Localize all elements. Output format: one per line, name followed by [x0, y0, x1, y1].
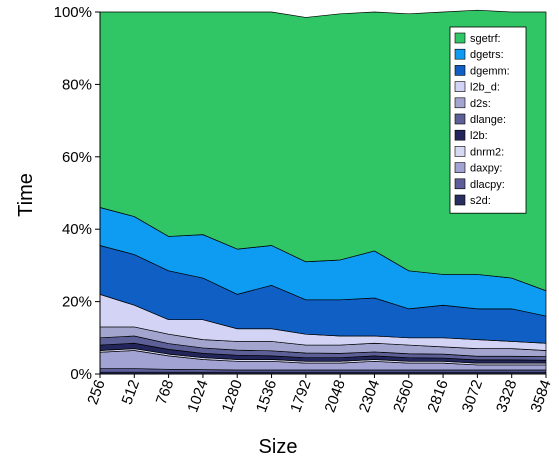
x-tick-label: 512 — [119, 378, 144, 407]
y-axis-title: Time — [15, 173, 37, 217]
x-tick-labels: 256 512 768 1024 1280 1536 1792 2048 2304 2560 281… — [84, 378, 555, 415]
legend-swatch — [455, 49, 465, 59]
legend-label: dlacpy: — [470, 179, 505, 191]
x-tick-label: 768 — [153, 378, 178, 407]
x-tick-label: 1536 — [253, 378, 280, 415]
legend-swatch — [455, 179, 465, 189]
legend: sgetrf: dgetrs: dgemm: l2b_d: d2s: dlange: l2b… — [450, 27, 526, 213]
legend-swatch — [455, 130, 465, 140]
x-tick-label: 1792 — [287, 378, 314, 415]
y-tick-label: 100% — [54, 4, 92, 21]
legend-swatch — [455, 65, 465, 75]
y-tick-labels: 0% 20% 40% 60% 80% 100% — [54, 4, 92, 383]
x-tick-label: 2304 — [356, 378, 383, 415]
legend-label: l2b_d: — [470, 82, 500, 94]
x-tick-label: 2560 — [390, 378, 417, 415]
legend-swatch — [455, 114, 465, 124]
x-tick-label: 2048 — [322, 378, 349, 415]
legend-swatch — [455, 33, 465, 43]
legend-swatch — [455, 98, 465, 108]
legend-label: s2d: — [470, 195, 491, 207]
y-tick-label: 40% — [62, 221, 92, 238]
y-tick-label: 80% — [62, 76, 92, 93]
y-tick-label: 20% — [62, 294, 92, 311]
legend-swatch — [455, 146, 465, 156]
legend-label: dgetrs: — [470, 49, 504, 61]
x-tick-label: 3584 — [527, 378, 554, 415]
x-tick-label: 3328 — [493, 378, 520, 415]
legend-label: dnrm2: — [470, 146, 504, 158]
x-axis-title: Size — [259, 436, 298, 458]
legend-swatch — [455, 82, 465, 92]
legend-label: sgetrf: — [470, 33, 501, 45]
legend-swatch — [455, 163, 465, 173]
legend-label: l2b: — [470, 130, 488, 142]
x-tick-label: 1024 — [184, 378, 211, 415]
y-tick-label: 60% — [62, 149, 92, 166]
legend-swatch — [455, 195, 465, 205]
legend-label: d2s: — [470, 98, 491, 110]
x-tick-label: 3072 — [459, 378, 486, 415]
x-tick-label: 2816 — [424, 378, 451, 415]
legend-label: dlange: — [470, 114, 506, 126]
legend-label: daxpy: — [470, 163, 502, 175]
y-tick-label: 0% — [70, 366, 92, 383]
legend-label: dgemm: — [470, 65, 510, 77]
x-tick-label: 1280 — [219, 378, 246, 415]
